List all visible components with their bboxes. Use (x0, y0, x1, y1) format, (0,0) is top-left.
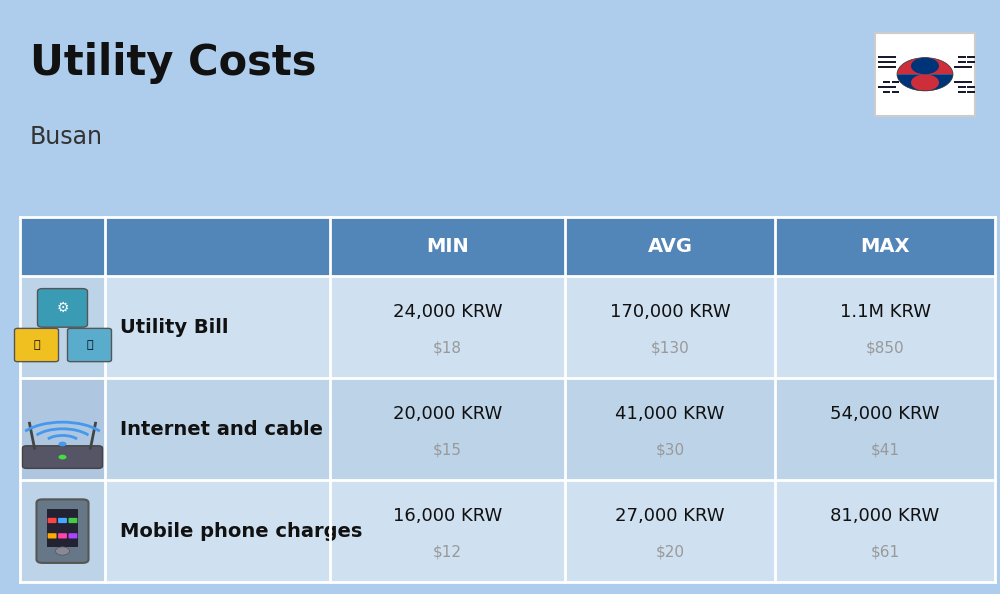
Text: $850: $850 (866, 340, 904, 355)
FancyBboxPatch shape (36, 500, 88, 563)
Text: $20: $20 (655, 545, 684, 560)
Text: $15: $15 (433, 443, 462, 457)
Circle shape (58, 454, 66, 459)
FancyBboxPatch shape (967, 56, 975, 58)
FancyBboxPatch shape (954, 66, 972, 68)
FancyBboxPatch shape (47, 509, 78, 547)
Text: 170,000 KRW: 170,000 KRW (610, 304, 730, 321)
Wedge shape (897, 58, 953, 74)
FancyBboxPatch shape (68, 328, 112, 362)
Text: 💧: 💧 (86, 340, 93, 350)
Text: 20,000 KRW: 20,000 KRW (393, 405, 502, 424)
FancyBboxPatch shape (875, 33, 975, 116)
Text: Utility Costs: Utility Costs (30, 42, 316, 84)
FancyBboxPatch shape (967, 86, 975, 88)
FancyBboxPatch shape (878, 56, 896, 58)
Text: $18: $18 (433, 340, 462, 355)
Text: Busan: Busan (30, 125, 103, 148)
FancyBboxPatch shape (883, 90, 890, 93)
Text: 16,000 KRW: 16,000 KRW (393, 507, 502, 525)
Text: MIN: MIN (426, 237, 469, 256)
FancyBboxPatch shape (48, 533, 57, 539)
Text: Mobile phone charges: Mobile phone charges (120, 522, 362, 541)
FancyBboxPatch shape (892, 81, 899, 83)
Wedge shape (897, 74, 953, 91)
FancyBboxPatch shape (878, 66, 896, 68)
FancyBboxPatch shape (58, 533, 67, 539)
FancyBboxPatch shape (15, 328, 58, 362)
FancyBboxPatch shape (958, 86, 966, 88)
FancyBboxPatch shape (878, 61, 896, 63)
Text: Internet and cable: Internet and cable (120, 420, 323, 438)
FancyBboxPatch shape (20, 378, 105, 480)
Text: 1.1M KRW: 1.1M KRW (840, 304, 930, 321)
FancyBboxPatch shape (68, 533, 77, 539)
Text: 41,000 KRW: 41,000 KRW (615, 405, 725, 424)
FancyBboxPatch shape (967, 61, 975, 63)
FancyBboxPatch shape (958, 90, 966, 93)
Text: 🔌: 🔌 (33, 340, 40, 350)
FancyBboxPatch shape (20, 276, 995, 378)
FancyBboxPatch shape (23, 446, 103, 468)
Text: $41: $41 (870, 443, 900, 457)
FancyBboxPatch shape (20, 480, 105, 582)
FancyBboxPatch shape (883, 81, 890, 83)
Text: $61: $61 (870, 545, 900, 560)
Text: 81,000 KRW: 81,000 KRW (830, 507, 940, 525)
Text: AVG: AVG (647, 237, 692, 256)
Circle shape (56, 547, 70, 555)
FancyBboxPatch shape (58, 518, 67, 523)
FancyBboxPatch shape (68, 518, 77, 523)
Circle shape (911, 74, 939, 91)
FancyBboxPatch shape (878, 86, 896, 88)
Circle shape (58, 441, 66, 447)
Text: $30: $30 (655, 443, 685, 457)
FancyBboxPatch shape (967, 90, 975, 93)
Text: 24,000 KRW: 24,000 KRW (393, 304, 502, 321)
FancyBboxPatch shape (20, 378, 995, 480)
FancyBboxPatch shape (958, 56, 966, 58)
FancyBboxPatch shape (892, 90, 899, 93)
Text: 54,000 KRW: 54,000 KRW (830, 405, 940, 424)
Circle shape (911, 58, 939, 74)
FancyBboxPatch shape (20, 217, 995, 276)
FancyBboxPatch shape (48, 518, 57, 523)
Text: $12: $12 (433, 545, 462, 560)
Text: Utility Bill: Utility Bill (120, 318, 228, 337)
FancyBboxPatch shape (20, 480, 995, 582)
FancyBboxPatch shape (958, 61, 966, 63)
Text: 27,000 KRW: 27,000 KRW (615, 507, 725, 525)
Text: $130: $130 (651, 340, 689, 355)
Text: MAX: MAX (860, 237, 910, 256)
FancyBboxPatch shape (38, 289, 88, 327)
Text: ⚙: ⚙ (56, 301, 69, 315)
FancyBboxPatch shape (20, 276, 105, 378)
FancyBboxPatch shape (954, 81, 972, 83)
